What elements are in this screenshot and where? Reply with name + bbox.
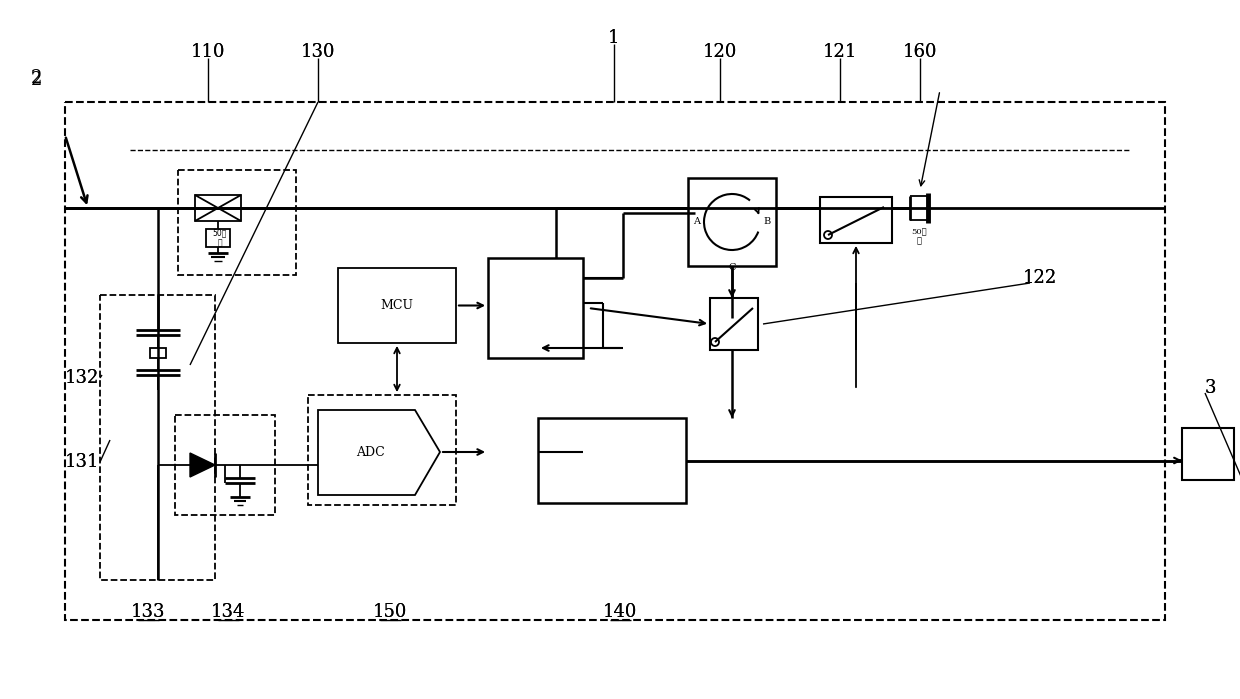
Text: 132: 132 (64, 369, 99, 387)
Text: 50欧
姆: 50欧 姆 (911, 228, 926, 245)
Text: 130: 130 (301, 43, 335, 61)
Text: 1: 1 (609, 29, 620, 47)
Text: B: B (764, 217, 771, 226)
Text: 2: 2 (31, 69, 42, 87)
Bar (489, 258, 583, 358)
Text: C: C (728, 263, 735, 272)
Text: 130: 130 (301, 43, 335, 61)
Bar (179, 170, 296, 275)
Text: MCU: MCU (381, 299, 413, 312)
Bar (538, 418, 686, 503)
Bar (175, 415, 275, 515)
Text: A: A (693, 217, 701, 226)
Text: 140: 140 (603, 603, 637, 621)
Text: 140: 140 (603, 603, 637, 621)
Bar (308, 395, 456, 505)
Text: 160: 160 (903, 43, 937, 61)
Bar (100, 295, 215, 580)
Text: 110: 110 (191, 43, 226, 61)
Text: 134: 134 (211, 603, 246, 621)
Text: 120: 120 (703, 43, 738, 61)
Text: 121: 121 (823, 43, 857, 61)
Bar (688, 178, 776, 266)
Text: 3: 3 (1204, 379, 1215, 397)
Bar (820, 197, 892, 243)
Bar (1182, 428, 1234, 480)
Text: 133: 133 (130, 603, 165, 621)
Text: 122: 122 (1023, 269, 1058, 287)
Bar (711, 298, 758, 350)
Text: 3: 3 (1204, 379, 1215, 397)
Text: 150: 150 (373, 603, 407, 621)
Bar (195, 195, 241, 221)
Text: ADC: ADC (356, 445, 384, 459)
Text: 2: 2 (31, 71, 42, 89)
Text: 1: 1 (609, 29, 620, 47)
Text: 120: 120 (703, 43, 738, 61)
Text: 132: 132 (64, 369, 99, 387)
Bar (64, 102, 1166, 620)
Text: 50欧
姆: 50欧 姆 (213, 229, 227, 247)
Polygon shape (190, 453, 215, 477)
Text: 134: 134 (211, 603, 246, 621)
Text: 131: 131 (64, 453, 99, 471)
Bar (150, 348, 165, 358)
Text: 160: 160 (903, 43, 937, 61)
Bar (339, 268, 456, 343)
Text: 110: 110 (191, 43, 226, 61)
Text: 121: 121 (823, 43, 857, 61)
Text: 131: 131 (64, 453, 99, 471)
Bar (206, 229, 229, 247)
Text: 133: 133 (130, 603, 165, 621)
Text: 122: 122 (1023, 269, 1058, 287)
Text: 150: 150 (373, 603, 407, 621)
